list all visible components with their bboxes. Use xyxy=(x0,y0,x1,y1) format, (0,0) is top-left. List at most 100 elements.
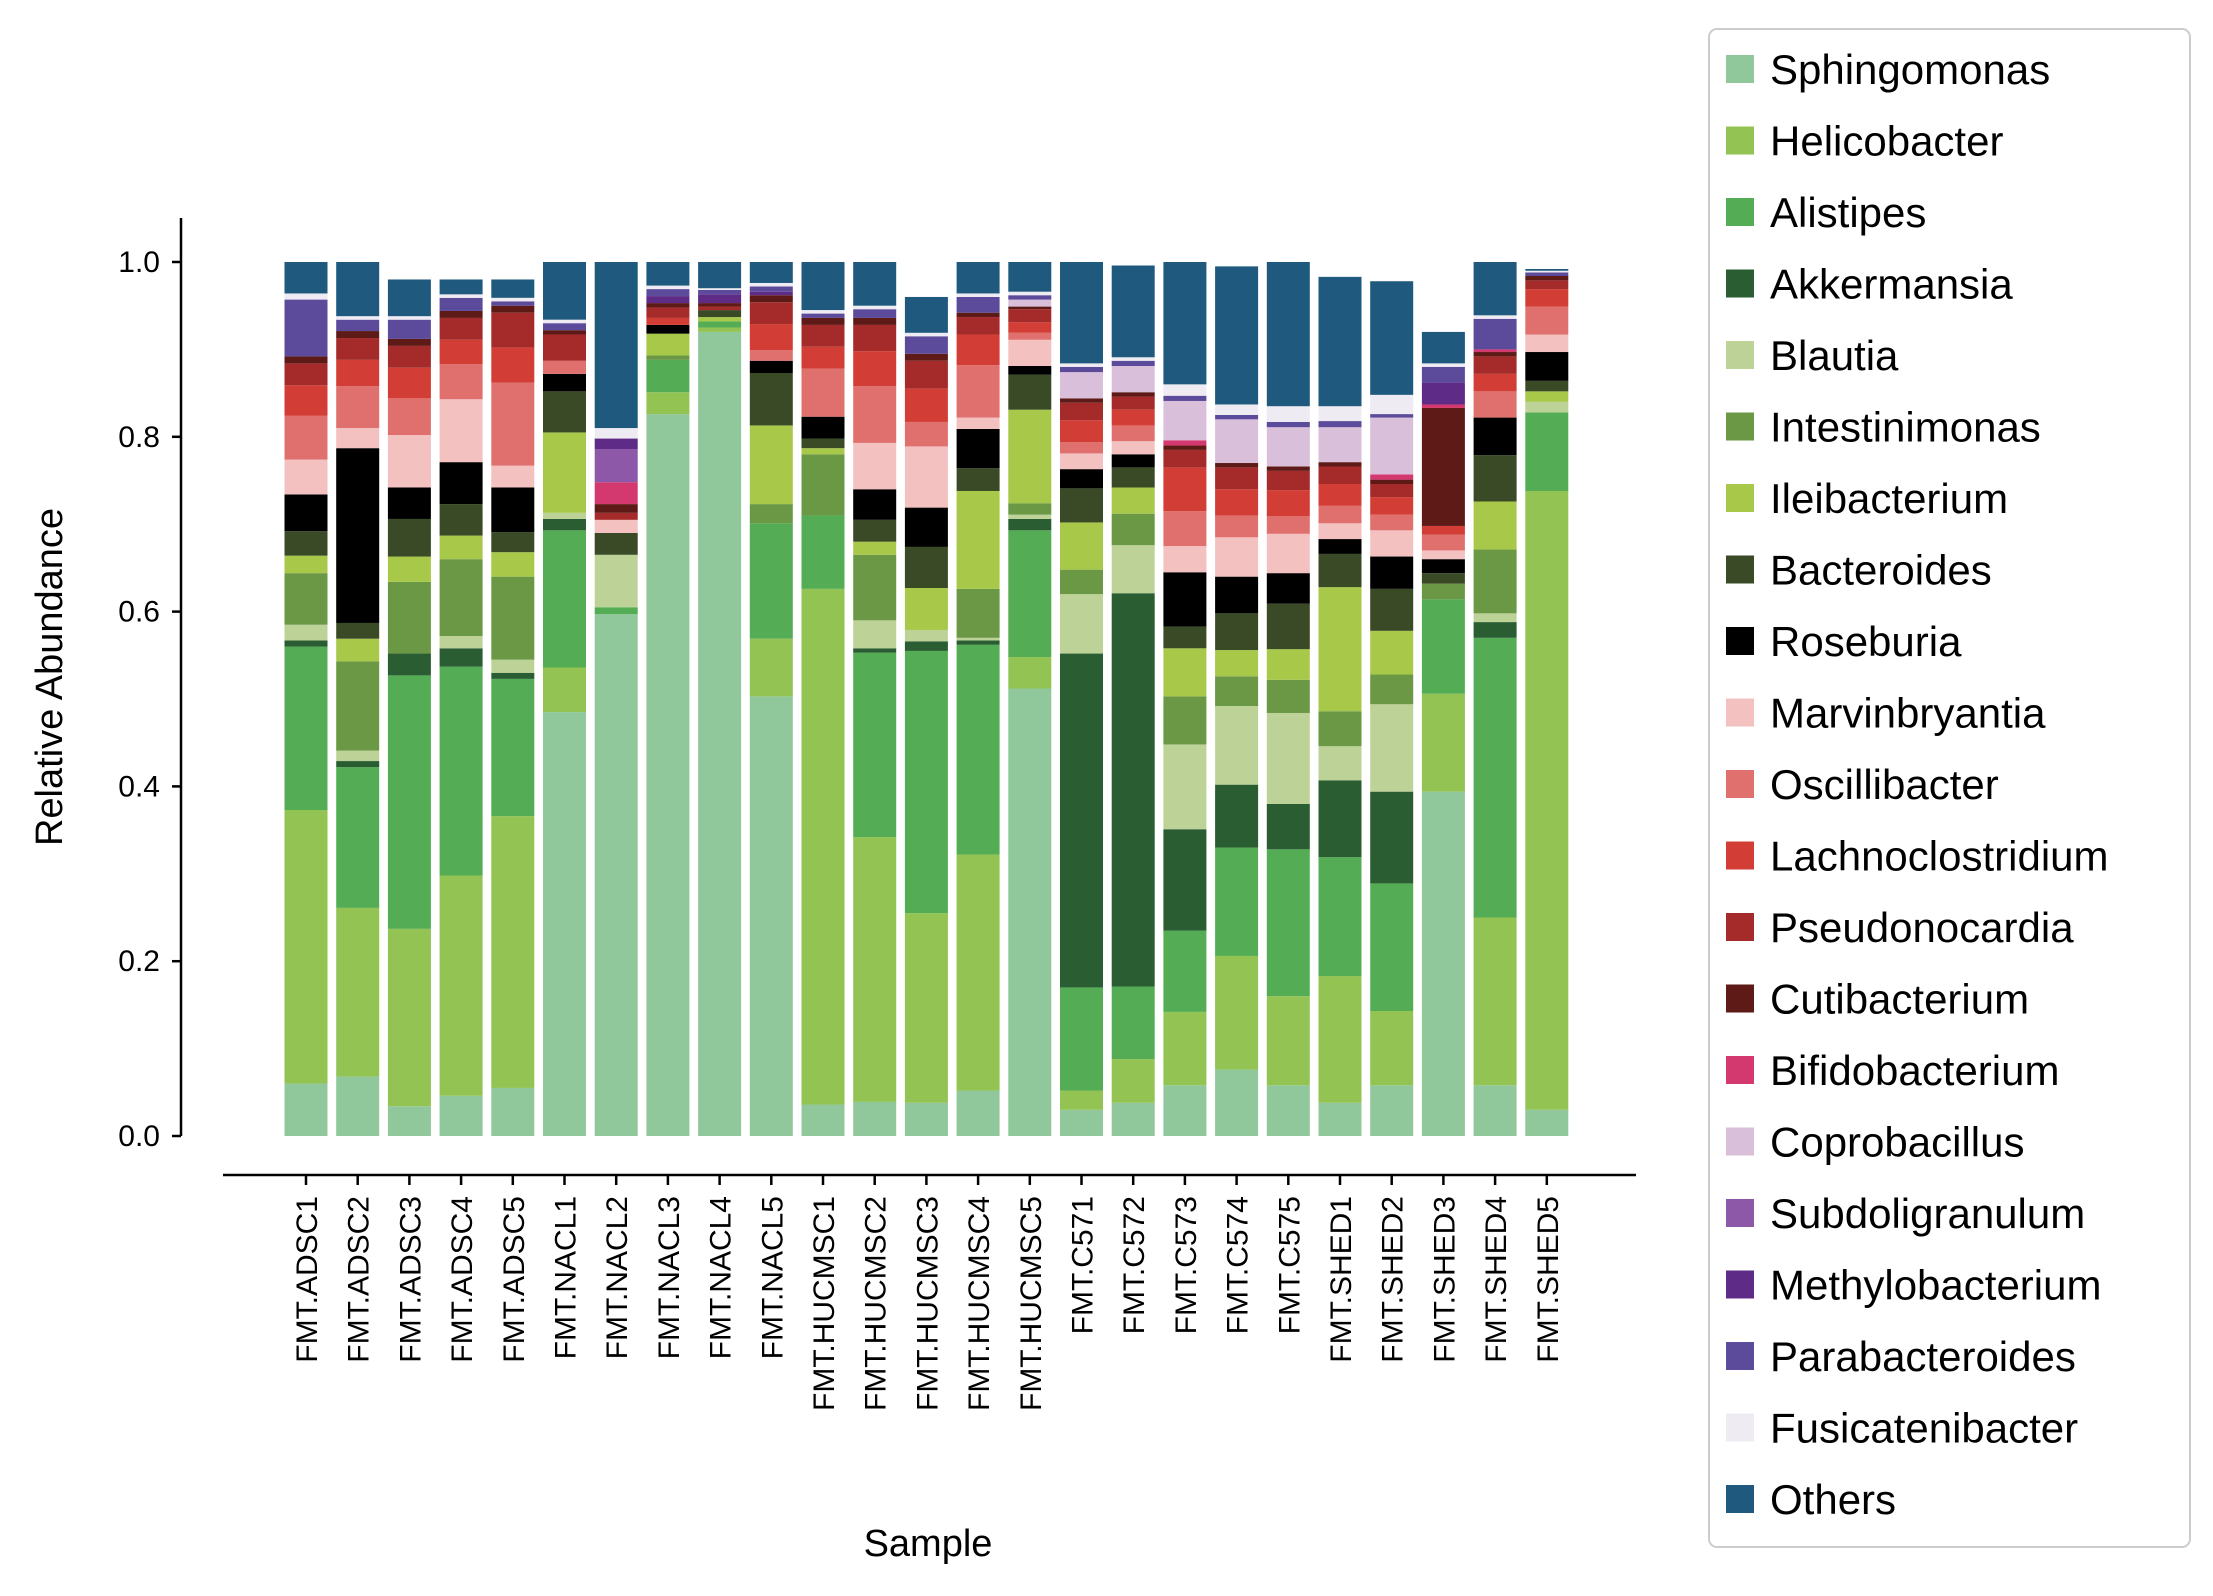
bar-segment-helicobacter xyxy=(1163,1011,1207,1086)
legend-item-oscillibacter: Oscillibacter xyxy=(1726,761,1999,808)
bar-stack-FMT.HUCMSC3 xyxy=(904,296,948,1136)
bar-segment-akkermansia xyxy=(853,648,897,653)
y-axis-label: Relative Abundance xyxy=(29,508,71,846)
bar-segment-fusicatenibacter xyxy=(749,282,793,287)
bar-segment-akkermansia xyxy=(1163,829,1207,931)
bar-segment-others xyxy=(439,279,483,295)
bar-segment-cutibacterium xyxy=(1111,392,1155,397)
bar-stack-FMT.ADSC4 xyxy=(439,279,483,1136)
bar-segment-ileibacterium xyxy=(336,638,380,662)
bar-segment-intestinimonas xyxy=(1318,711,1362,747)
bar-segment-alistipes xyxy=(1266,849,1310,997)
bar-segment-sphingomonas xyxy=(698,331,742,1136)
bar-segment-parabacteroides xyxy=(1060,366,1103,373)
legend-item-helicobacter: Helicobacter xyxy=(1726,118,2003,165)
legend-item-sphingomonas: Sphingomonas xyxy=(1726,46,2050,93)
x-tick-label: FMT.ADSC2 xyxy=(343,1196,376,1363)
bar-segment-cutibacterium xyxy=(1215,463,1259,468)
legend-label: Ileibacterium xyxy=(1770,475,2008,522)
bar-segment-intestinimonas xyxy=(1163,696,1207,745)
bar-segment-blautia xyxy=(594,554,638,608)
bar-segment-coprobacillus xyxy=(1318,427,1362,463)
bar-segment-ileibacterium xyxy=(646,333,690,356)
bar-segment-marvinbryantia xyxy=(1008,339,1052,367)
bar-segment-oscillibacter xyxy=(387,398,431,436)
bar-segment-alistipes xyxy=(1060,987,1103,1091)
legend-swatch xyxy=(1726,1413,1754,1442)
bar-segment-marvinbryantia xyxy=(1421,550,1465,560)
bar-segment-blautia xyxy=(956,637,1000,641)
bar-segment-oscillibacter xyxy=(1008,332,1052,340)
bar-segment-pseudonocardia xyxy=(1163,449,1207,468)
bar-segment-bifidobacterium xyxy=(1163,440,1207,446)
bar-segment-cutibacterium xyxy=(956,312,1000,318)
bar-stack-FMT.SHED1 xyxy=(1318,276,1362,1136)
bar-segment-helicobacter xyxy=(698,327,742,332)
bar-segment-lachnoclostridium xyxy=(1215,489,1259,516)
bar-segment-alistipes xyxy=(801,515,845,589)
bar-segment-pseudonocardia xyxy=(904,360,948,389)
bar-segment-parabacteroides xyxy=(956,296,1000,313)
bar-segment-intestinimonas xyxy=(1370,674,1414,705)
bar-segment-bifidobacterium xyxy=(1421,404,1465,408)
legend-item-akkermansia: Akkermansia xyxy=(1726,261,2013,308)
bar-segment-alistipes xyxy=(1215,847,1259,956)
bar-segment-fusicatenibacter xyxy=(1370,394,1414,415)
bar-segment-others xyxy=(1008,262,1052,292)
bar-stack-FMT.ADSC2 xyxy=(336,262,380,1136)
bar-segment-helicobacter xyxy=(1473,917,1517,1086)
bar-segment-pseudonocardia xyxy=(1008,309,1052,323)
bar-segment-oscillibacter xyxy=(853,386,897,443)
bar-segment-helicobacter xyxy=(336,907,380,1077)
bar-segment-ileibacterium xyxy=(1266,649,1310,680)
bar-segment-bacteroides xyxy=(1008,374,1052,410)
bar-segment-fusicatenibacter xyxy=(1266,406,1310,422)
legend-swatch xyxy=(1726,1127,1754,1156)
x-tick-label: FMT.HUCMSC4 xyxy=(963,1196,996,1411)
bar-segment-roseburia xyxy=(1266,573,1310,604)
legend-label: Coprobacillus xyxy=(1770,1119,2024,1166)
bar-segment-parabacteroides xyxy=(284,299,328,357)
x-tick-label: FMT.C572 xyxy=(1118,1196,1151,1334)
bar-segment-fusicatenibacter xyxy=(1060,363,1103,367)
legend-items: Sphingomonas Helicobacter Alistipes Akkerma… xyxy=(1726,46,2109,1523)
x-tick-label: FMT.NACL5 xyxy=(756,1196,789,1359)
bar-segment-lachnoclostridium xyxy=(284,385,328,416)
bar-segment-parabacteroides xyxy=(1266,421,1310,428)
bar-segment-blautia xyxy=(1473,613,1517,623)
bar-segment-marvinbryantia xyxy=(439,399,483,463)
bar-segment-pseudonocardia xyxy=(491,312,535,348)
bar-segment-helicobacter xyxy=(1060,1090,1103,1110)
legend-label: Pseudonocardia xyxy=(1770,904,2074,951)
bar-segment-akkermansia xyxy=(1008,518,1052,531)
bar-segment-roseburia xyxy=(956,428,1000,469)
bar-segment-bacteroides xyxy=(1215,613,1259,651)
bar-segment-oscillibacter xyxy=(1111,425,1155,442)
legend-swatch xyxy=(1726,269,1754,298)
bar-segment-sphingomonas xyxy=(1525,1109,1569,1136)
bar-segment-akkermansia xyxy=(1318,780,1362,858)
legend-frame xyxy=(1708,28,2191,1548)
bar-segment-alistipes xyxy=(956,644,1000,855)
legend-item-roseburia: Roseburia xyxy=(1726,618,1962,665)
bar-segment-parabacteroides xyxy=(1163,395,1207,401)
bar-segment-blautia xyxy=(439,636,483,649)
bar-segment-intestinimonas xyxy=(1111,513,1155,546)
bar-segment-blautia xyxy=(1111,545,1155,594)
y-tick-label: 1.0 xyxy=(118,246,160,279)
bar-segment-parabacteroides xyxy=(1421,366,1465,383)
bar-segment-helicobacter xyxy=(904,913,948,1103)
bar-segment-intestinimonas xyxy=(1266,679,1310,713)
bar-segment-oscillibacter xyxy=(956,365,1000,418)
bar-segment-intestinimonas xyxy=(1421,583,1465,600)
bar-segment-others xyxy=(594,262,638,429)
bar-segment-alistipes xyxy=(1008,530,1052,658)
bar-segment-others xyxy=(1525,268,1569,271)
x-axis-label: Sample xyxy=(864,1523,993,1565)
bar-segment-pseudonocardia xyxy=(543,334,586,361)
bar-segment-marvinbryantia xyxy=(1215,537,1259,577)
bar-segment-lachnoclostridium xyxy=(387,367,431,399)
x-tick-label: FMT.ADSC5 xyxy=(498,1196,531,1363)
bar-segment-ileibacterium xyxy=(801,448,845,455)
bar-segment-sphingomonas xyxy=(1215,1069,1259,1136)
